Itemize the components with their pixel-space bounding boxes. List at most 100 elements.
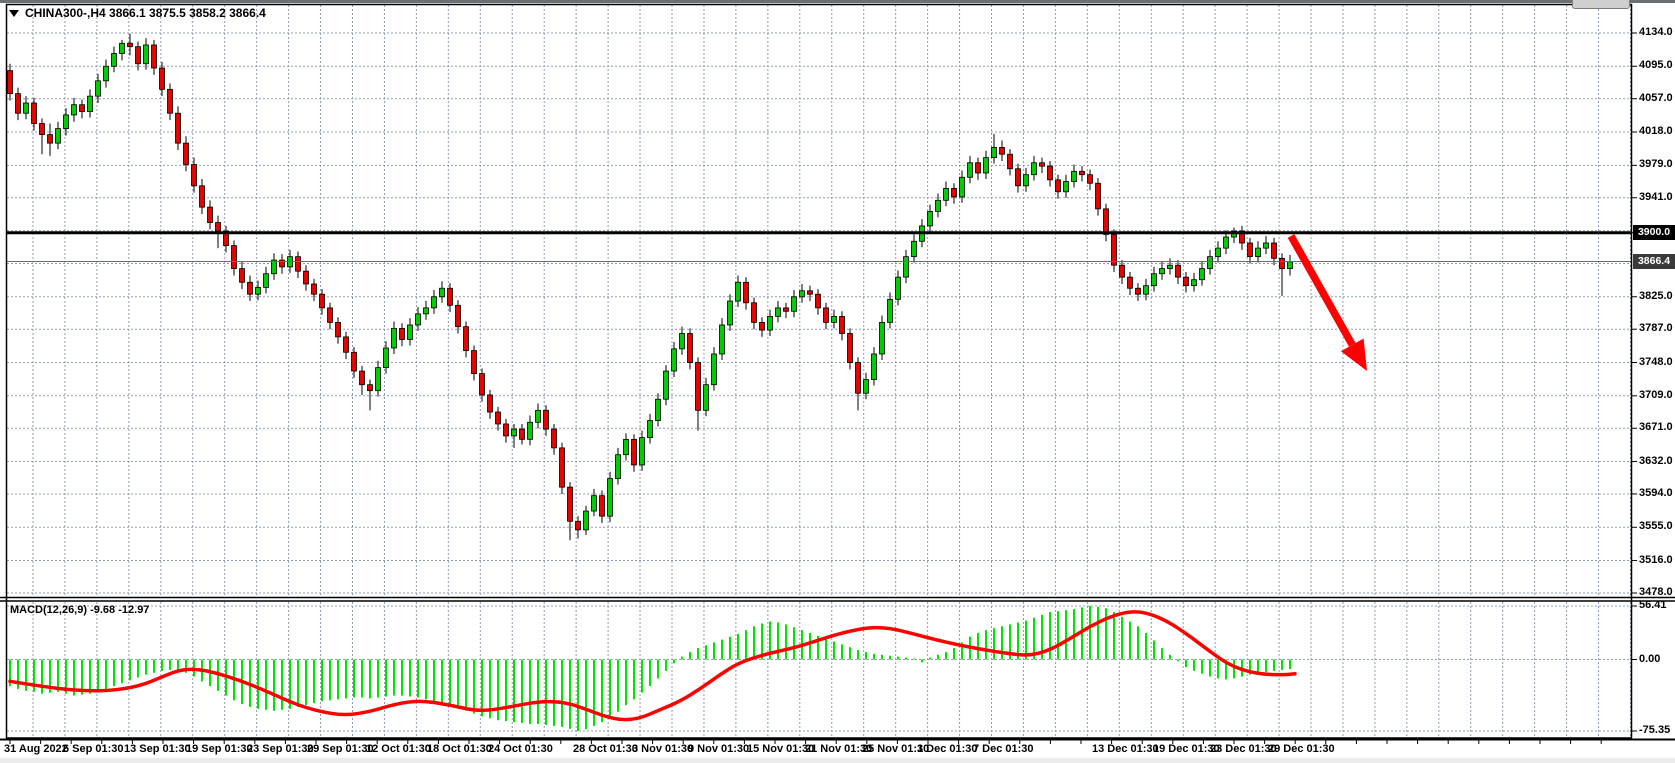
bull-candle bbox=[407, 324, 413, 340]
bear-candle bbox=[687, 333, 693, 363]
bear-candle bbox=[183, 142, 189, 165]
bull-candle bbox=[439, 287, 445, 298]
bear-candle bbox=[999, 146, 1005, 155]
time-axis-label: 25 Nov 01:30 bbox=[862, 743, 930, 755]
bull-candle bbox=[1167, 264, 1173, 270]
bear-candle bbox=[1247, 242, 1253, 258]
bear-candle bbox=[631, 438, 637, 466]
bear-candle bbox=[167, 88, 173, 114]
bull-candle bbox=[535, 409, 541, 423]
bull-candle bbox=[1031, 162, 1037, 176]
bull-candle bbox=[967, 162, 973, 178]
window-bottom-border bbox=[0, 758, 1675, 763]
bear-candle bbox=[567, 486, 573, 522]
bid-price-tag: 3866.4 bbox=[1633, 253, 1675, 269]
bull-candle bbox=[375, 367, 381, 392]
bear-candle bbox=[807, 290, 813, 295]
bear-candle bbox=[1135, 287, 1141, 295]
window-top-border bbox=[0, 0, 1675, 3]
price-axis-label: 3516.0 bbox=[1639, 553, 1673, 566]
bear-candle bbox=[79, 104, 85, 112]
price-axis-label: 4134.0 bbox=[1639, 26, 1673, 38]
bear-candle bbox=[839, 316, 845, 334]
time-axis-label: 23 Dec 01:30 bbox=[1210, 743, 1277, 755]
bear-candle bbox=[135, 46, 141, 65]
bear-candle bbox=[551, 428, 557, 449]
price-axis-label: 3555.0 bbox=[1639, 520, 1673, 533]
bull-candle bbox=[55, 128, 61, 144]
bull-candle bbox=[1215, 247, 1221, 258]
bear-candle bbox=[823, 307, 829, 323]
macd-name: MACD(12,26,9) bbox=[10, 604, 88, 616]
time-axis-label: 29 Sep 01:30 bbox=[307, 743, 374, 755]
bear-candle bbox=[479, 373, 485, 396]
bear-candle bbox=[695, 362, 701, 411]
bull-candle bbox=[767, 316, 773, 331]
time-axis-label: 18 Oct 01:30 bbox=[427, 743, 492, 755]
bear-candle bbox=[207, 206, 213, 223]
bull-candle bbox=[671, 348, 677, 372]
candlesticks bbox=[7, 33, 1293, 541]
bull-candle bbox=[831, 316, 837, 323]
bull-candle bbox=[727, 300, 733, 326]
bear-candle bbox=[455, 304, 461, 328]
bear-candle bbox=[399, 327, 405, 340]
bear-candle bbox=[847, 333, 853, 363]
bear-candle bbox=[303, 270, 309, 285]
time-axis-label: 13 Dec 01:30 bbox=[1092, 743, 1159, 755]
bull-candle bbox=[775, 307, 781, 317]
trend-arrow-head[interactable] bbox=[1340, 338, 1367, 371]
bear-candle bbox=[231, 245, 237, 270]
bear-candle bbox=[1039, 162, 1045, 167]
hline-price-tag: 3900.0 bbox=[1633, 225, 1675, 241]
bull-candle bbox=[719, 324, 725, 355]
bull-candle bbox=[1223, 236, 1229, 249]
bear-candle bbox=[311, 283, 317, 295]
bull-candle bbox=[111, 53, 117, 67]
bull-candle bbox=[879, 321, 885, 355]
bull-candle bbox=[991, 146, 997, 159]
bull-candle bbox=[735, 281, 741, 302]
bear-candle bbox=[367, 384, 373, 392]
bull-candle bbox=[1143, 285, 1149, 295]
bull-candle bbox=[103, 65, 109, 82]
bull-candle bbox=[927, 211, 933, 227]
price-axis-label: 4057.0 bbox=[1639, 91, 1673, 104]
bear-candle bbox=[855, 362, 861, 394]
bear-candle bbox=[1111, 234, 1117, 266]
bear-candle bbox=[15, 93, 21, 114]
bull-candle bbox=[391, 327, 397, 349]
symbol-dropdown-icon[interactable] bbox=[9, 9, 19, 17]
bear-candle bbox=[503, 423, 509, 437]
bull-candle bbox=[431, 296, 437, 309]
bear-candle bbox=[1183, 276, 1189, 287]
bear-candle bbox=[471, 350, 477, 375]
bull-candle bbox=[383, 347, 389, 369]
bear-candle bbox=[1119, 264, 1125, 278]
price-axis-label: 3709.0 bbox=[1639, 388, 1673, 401]
window-tab-handle[interactable] bbox=[1572, 0, 1630, 9]
trend-arrow-shaft[interactable] bbox=[1287, 234, 1356, 347]
bear-candle bbox=[1127, 276, 1133, 289]
bull-candle bbox=[655, 398, 661, 421]
bull-candle bbox=[935, 199, 941, 212]
bear-candle bbox=[751, 302, 757, 323]
time-axis-label: 28 Oct 01:30 bbox=[573, 743, 638, 755]
bear-candle bbox=[1007, 153, 1013, 170]
bull-candle bbox=[903, 256, 909, 278]
bull-candle bbox=[711, 353, 717, 386]
bull-candle bbox=[615, 454, 621, 480]
gridlines bbox=[7, 5, 1631, 736]
bull-candle bbox=[647, 420, 653, 439]
bear-candle bbox=[7, 70, 13, 95]
macd-signal-line bbox=[8, 610, 1297, 722]
time-axis-label: 23 Sep 01:30 bbox=[247, 743, 314, 755]
price-axis-label: 3748.0 bbox=[1639, 355, 1673, 368]
price-axis-label: 3594.0 bbox=[1639, 486, 1673, 499]
bull-candle bbox=[895, 276, 901, 300]
bear-candle bbox=[327, 307, 333, 323]
bear-candle bbox=[279, 259, 285, 268]
bull-candle bbox=[1159, 268, 1165, 275]
